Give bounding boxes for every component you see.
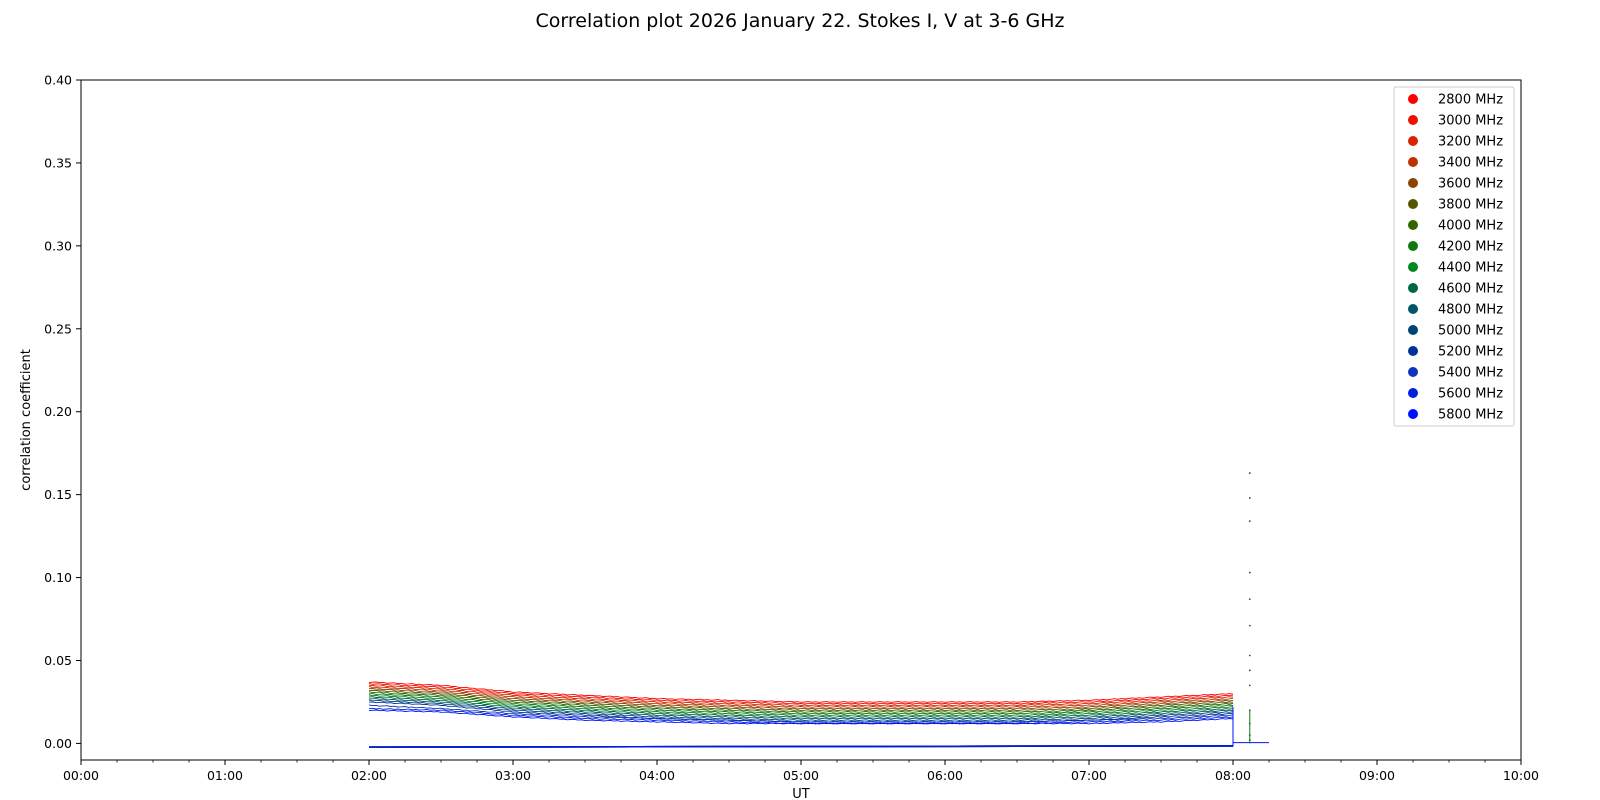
series-i-line — [368, 693, 1234, 715]
legend-marker — [1408, 346, 1418, 356]
data-marks — [368, 472, 1269, 748]
legend-label: 5800 MHz — [1438, 408, 1503, 423]
y-tick-label: 0.00 — [44, 736, 72, 751]
series-5800-mhz — [368, 709, 1234, 748]
series-i-line — [368, 681, 1234, 703]
legend-marker — [1408, 325, 1418, 335]
legend-label: 5600 MHz — [1438, 387, 1503, 402]
legend-label: 5000 MHz — [1438, 324, 1503, 339]
series-i-line — [368, 686, 1234, 708]
legend-label: 5200 MHz — [1438, 345, 1503, 360]
series-i-line — [368, 696, 1234, 718]
y-tick-label: 0.15 — [44, 487, 72, 502]
spike-point — [1248, 654, 1251, 657]
legend-marker — [1408, 136, 1418, 146]
series-i-line — [368, 704, 1234, 723]
legend: 2800 MHz 3000 MHz 3200 MHz 3400 MHz 3600 MHz… — [1393, 86, 1515, 427]
y-tick-label: 0.30 — [44, 238, 72, 253]
legend-marker — [1408, 94, 1418, 104]
spike-point — [1248, 624, 1251, 627]
x-axis: 00:00 01:00 02:00 03:00 04:00 05:00 06:00 07:00… — [63, 760, 1539, 783]
series-i-line — [368, 694, 1234, 717]
legend-marker — [1408, 409, 1418, 419]
x-tick-label: 05:00 — [783, 768, 819, 783]
series-i-line — [368, 688, 1234, 710]
legend-label: 5400 MHz — [1438, 366, 1503, 381]
x-axis-label: UT — [792, 787, 810, 800]
legend-marker — [1408, 388, 1418, 398]
series-i-line — [368, 698, 1234, 720]
legend-label: 3000 MHz — [1438, 114, 1503, 129]
series-v-line — [368, 745, 1234, 748]
legend-marker — [1408, 220, 1418, 230]
series-i-line — [368, 684, 1234, 707]
spike-point — [1248, 598, 1251, 601]
y-axis: 0.00 0.05 0.10 0.15 0.20 0.25 0.30 0.35 0.40 — [44, 73, 81, 751]
legend-label: 4000 MHz — [1438, 219, 1503, 234]
series-i-line — [368, 691, 1234, 713]
legend-label: 3600 MHz — [1438, 177, 1503, 192]
legend-box — [1393, 86, 1515, 427]
x-tick-label: 10:00 — [1503, 768, 1539, 783]
legend-marker — [1408, 178, 1418, 188]
legend-marker — [1408, 157, 1418, 167]
series-i-line — [368, 699, 1234, 722]
x-tick-label: 01:00 — [207, 768, 243, 783]
x-tick-label: 06:00 — [927, 768, 963, 783]
legend-label: 4200 MHz — [1438, 240, 1503, 255]
x-tick-label: 07:00 — [1071, 768, 1107, 783]
y-tick-label: 0.25 — [44, 321, 72, 336]
legend-marker — [1408, 367, 1418, 377]
legend-label: 3800 MHz — [1438, 198, 1503, 213]
legend-label: 3200 MHz — [1438, 135, 1503, 150]
y-axis-label: correlation coefficient — [19, 349, 34, 491]
legend-marker — [1408, 283, 1418, 293]
series-i-line — [368, 683, 1234, 705]
x-tick-label: 00:00 — [63, 768, 99, 783]
legend-marker — [1408, 304, 1418, 314]
x-tick-label: 02:00 — [351, 768, 387, 783]
y-tick-label: 0.10 — [44, 570, 72, 585]
series-i-line — [368, 701, 1234, 723]
legend-label: 4600 MHz — [1438, 282, 1503, 297]
y-tick-label: 0.40 — [44, 73, 72, 88]
x-tick-label: 03:00 — [495, 768, 531, 783]
spike-point — [1248, 669, 1251, 672]
spike-point — [1248, 684, 1251, 687]
legend-label: 4800 MHz — [1438, 303, 1503, 318]
series-i-line — [368, 709, 1234, 725]
legend-marker — [1408, 262, 1418, 272]
y-tick-label: 0.05 — [44, 653, 72, 668]
plot-area — [80, 79, 1522, 761]
y-tick-label: 0.20 — [44, 404, 72, 419]
legend-marker — [1408, 241, 1418, 251]
spike-point — [1248, 497, 1251, 499]
plot-frame — [80, 79, 1522, 761]
series-v-line — [368, 745, 1234, 748]
legend-label: 3400 MHz — [1438, 156, 1503, 171]
y-tick-label: 0.35 — [44, 155, 72, 170]
legend-marker — [1408, 115, 1418, 125]
chart-title: Correlation plot 2026 January 22. Stokes… — [535, 10, 1065, 32]
legend-marker — [1408, 199, 1418, 209]
x-tick-label: 04:00 — [639, 768, 675, 783]
x-tick-label: 09:00 — [1359, 768, 1395, 783]
legend-label: 4400 MHz — [1438, 261, 1503, 276]
spike-point — [1248, 472, 1251, 474]
x-tick-label: 08:00 — [1215, 768, 1251, 783]
legend-label: 2800 MHz — [1438, 93, 1503, 108]
spike-point — [1248, 571, 1251, 574]
series-i-line — [368, 689, 1234, 712]
spike-point — [1248, 520, 1251, 523]
